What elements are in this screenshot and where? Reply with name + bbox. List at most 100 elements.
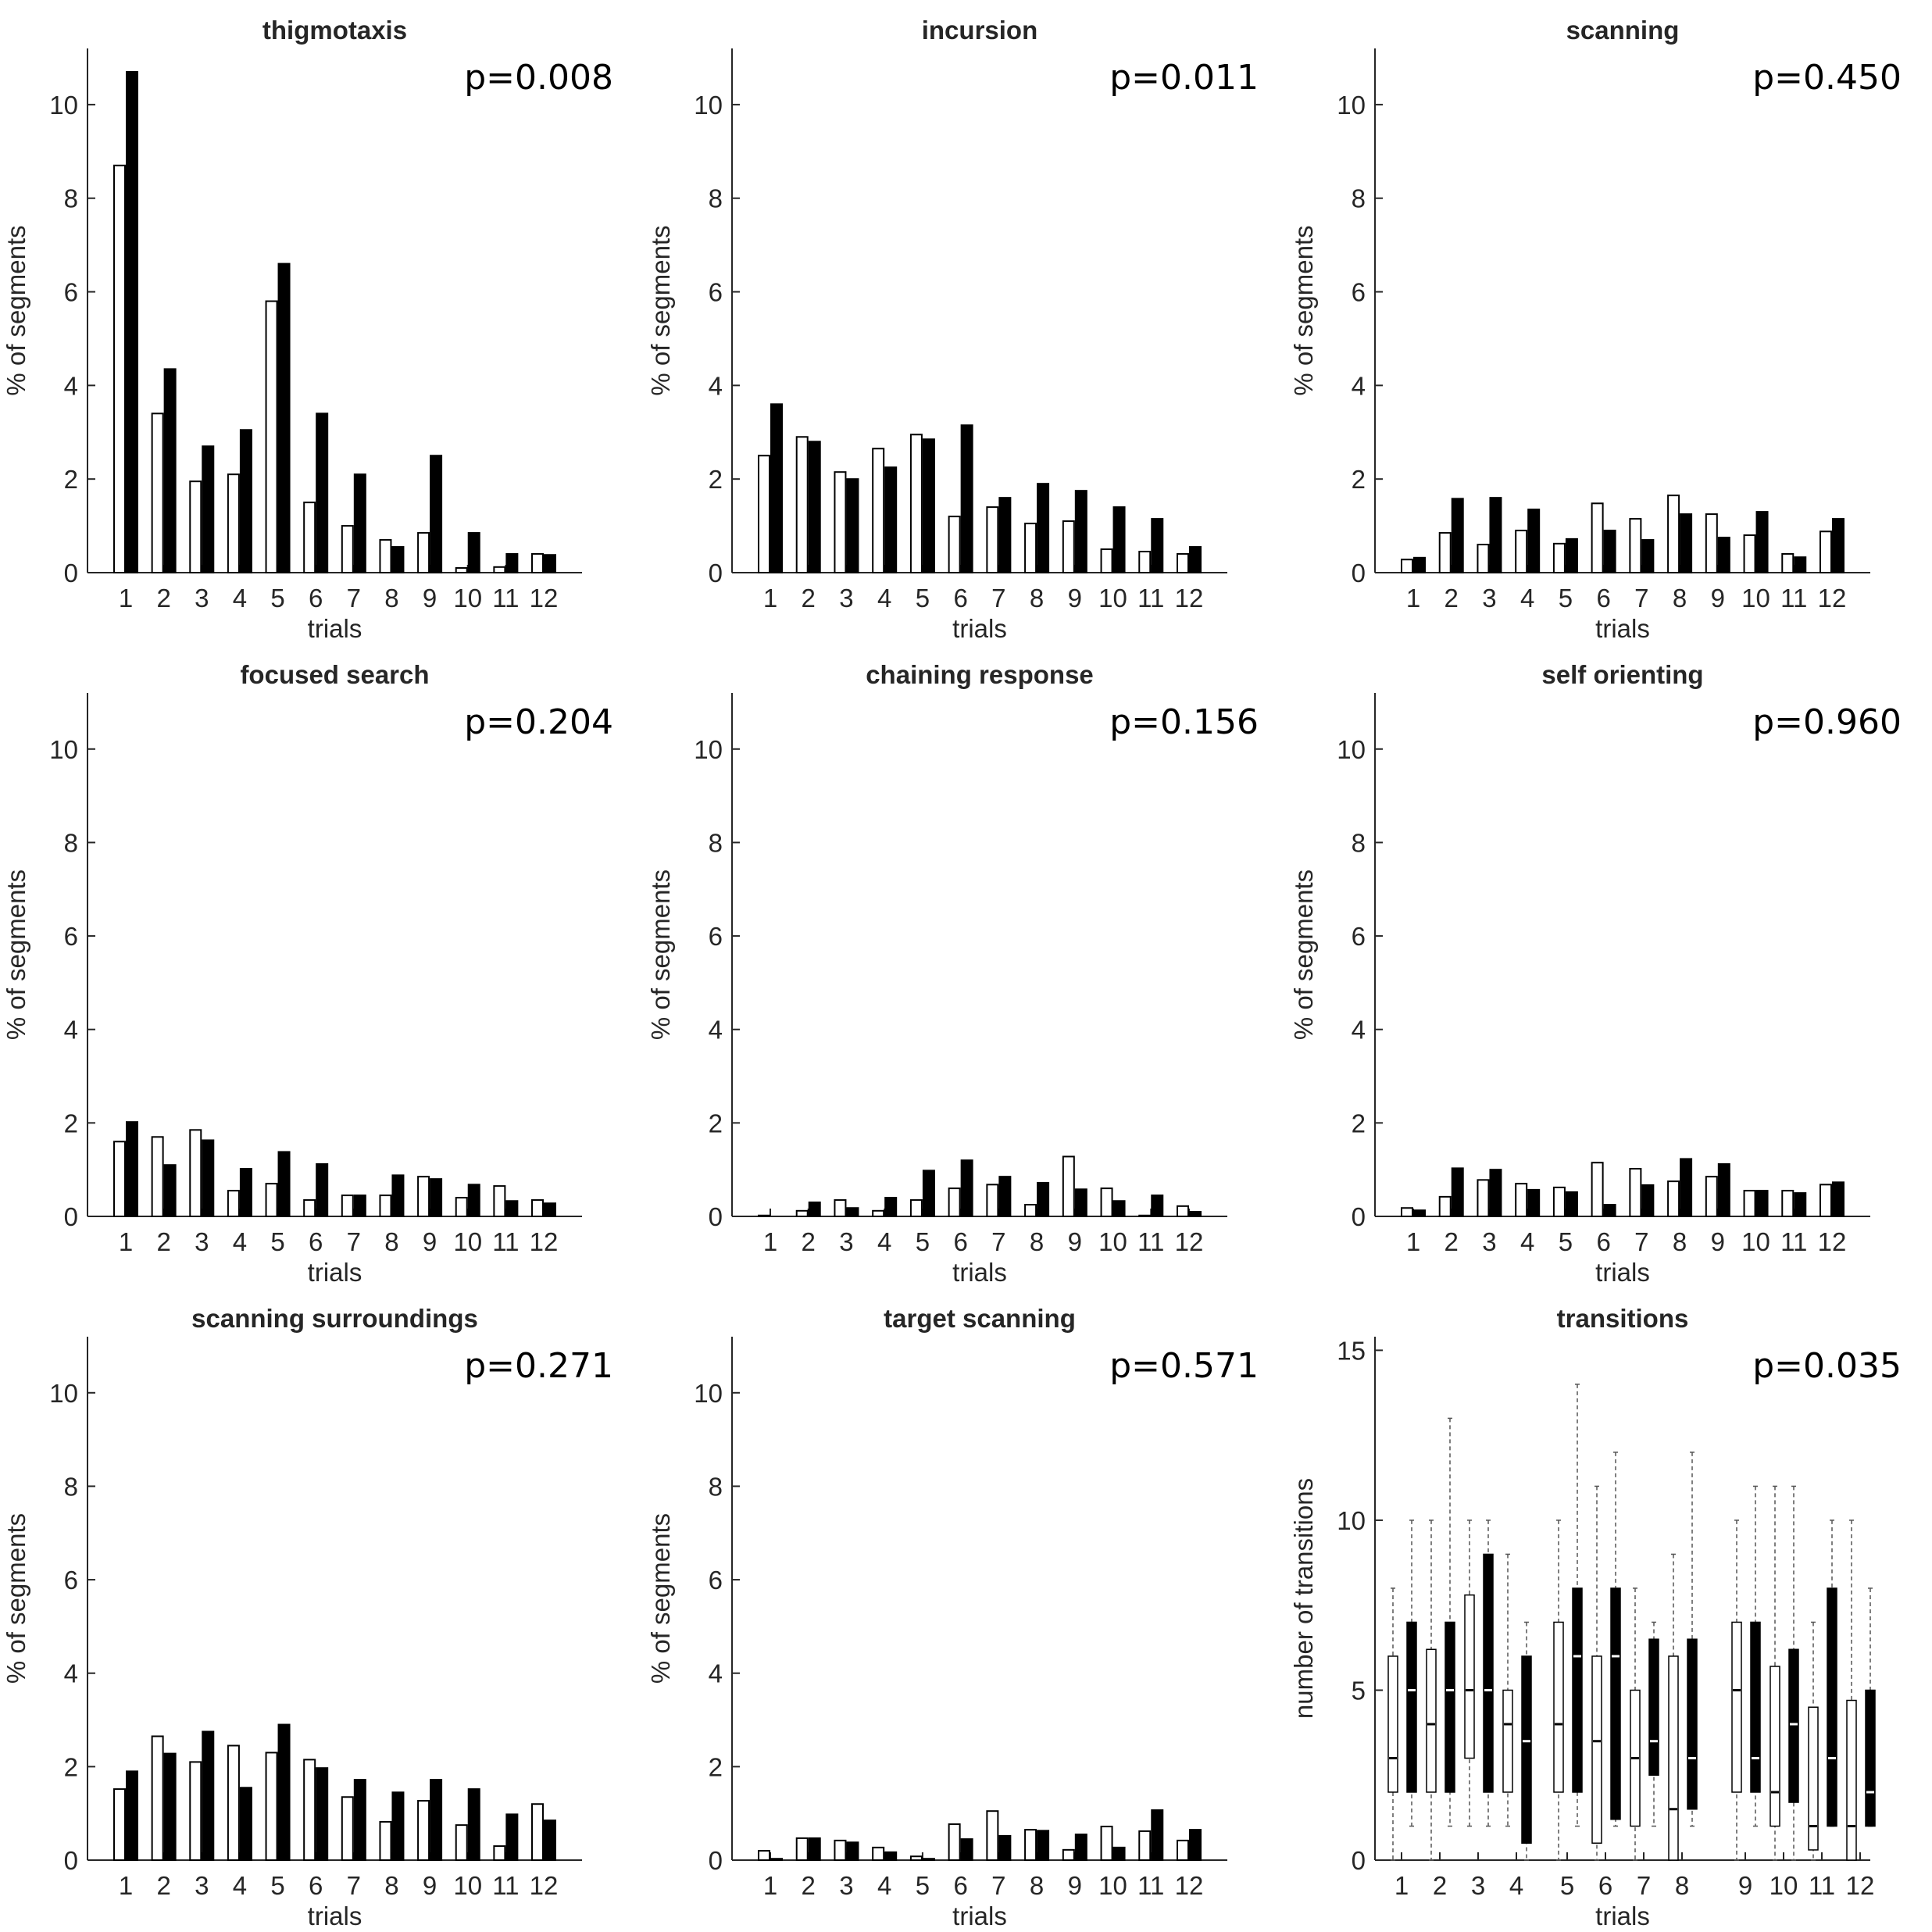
- y-tick-label: 6: [1352, 278, 1366, 307]
- bar-black-trial-3: [846, 1207, 859, 1218]
- y-tick-label: 10: [694, 91, 723, 120]
- y-tick-label: 0: [1352, 1846, 1366, 1875]
- x-tick-label: 10: [453, 1227, 482, 1256]
- x-tick-label: 9: [1711, 584, 1725, 612]
- bar-white-trial-3: [834, 471, 847, 573]
- bar-black-trial-11: [1794, 556, 1807, 574]
- bar-white-trial-2: [795, 1837, 809, 1862]
- bar-white-trial-6: [948, 516, 961, 573]
- bar-black-trial-2: [1451, 1167, 1464, 1217]
- x-tick-label: 6: [1598, 1871, 1612, 1900]
- bar-black-trial-11: [1794, 1192, 1807, 1217]
- x-tick-label: 9: [1711, 1227, 1725, 1256]
- bar-white-trial-8: [1024, 1829, 1037, 1861]
- y-tick-label: 4: [709, 371, 723, 400]
- bar-black-trial-11: [1151, 518, 1164, 573]
- bar-white-trial-10: [455, 1824, 468, 1862]
- x-axis-label: trials: [308, 1258, 362, 1287]
- bar-black-trial-3: [846, 478, 859, 574]
- x-tick-label: 1: [763, 1227, 777, 1256]
- x-tick-label: 10: [1741, 584, 1770, 612]
- bar-white-trial-1: [113, 1788, 126, 1862]
- x-tick-label: 12: [530, 1227, 559, 1256]
- box-body: [1572, 1587, 1583, 1793]
- panel-title: self orienting: [1541, 660, 1703, 689]
- bar-black-trial-8: [1037, 1181, 1050, 1218]
- x-tick-label: 7: [347, 1227, 361, 1256]
- bar-white-trial-12: [531, 1803, 544, 1862]
- bar-white-trial-11: [1781, 553, 1795, 573]
- y-tick-label: 6: [709, 278, 723, 307]
- bar-white-trial-7: [341, 525, 354, 574]
- bar-black-trial-11: [1151, 1195, 1164, 1217]
- x-tick-label: 4: [877, 1871, 891, 1900]
- y-tick-label: 5: [1352, 1676, 1366, 1705]
- bar-black-trial-10: [467, 1788, 480, 1862]
- x-tick-label: 7: [347, 1871, 361, 1900]
- bar-black-trial-4: [1527, 1188, 1541, 1217]
- x-tick-label: 1: [1395, 1871, 1409, 1900]
- x-tick-label: 11: [1780, 1227, 1807, 1256]
- x-tick-label: 12: [1175, 1227, 1204, 1256]
- box-black-trial-10: [1788, 1485, 1799, 1861]
- y-tick-label: 2: [64, 465, 78, 494]
- bar-black-trial-6: [316, 1767, 329, 1862]
- y-axis-label: number of transitions: [1289, 1478, 1318, 1719]
- bar-white-trial-9: [417, 532, 430, 573]
- bar-black-trial-8: [391, 1174, 405, 1218]
- bar-white-trial-10: [455, 1197, 468, 1217]
- y-axis-label: % of segments: [646, 225, 675, 395]
- bar-white-trial-1: [113, 1141, 126, 1218]
- bar-white-trial-8: [1667, 1180, 1680, 1217]
- box-body: [1808, 1706, 1819, 1851]
- bar-white-trial-1: [113, 164, 126, 573]
- y-tick-label: 2: [1352, 1109, 1366, 1137]
- y-axis-label: % of segments: [2, 870, 30, 1040]
- x-tick-label: 2: [802, 1227, 816, 1256]
- panel-thigmotaxis: thigmotaxis p=0.008 0 2 4 6 8 10 % of segments tr…: [2, 16, 613, 643]
- x-tick-label: 5: [916, 1871, 930, 1900]
- bar-black-trial-1: [770, 403, 783, 573]
- bar-white-trial-6: [948, 1187, 961, 1218]
- x-tick-label: 1: [1406, 1227, 1420, 1256]
- box-black-trial-6: [1610, 1452, 1621, 1827]
- bar-black-trial-9: [1074, 1188, 1087, 1218]
- y-tick-label: 4: [1352, 371, 1366, 400]
- bar-white-trial-4: [1515, 530, 1528, 574]
- y-tick-label: 8: [709, 184, 723, 213]
- bar-white-trial-2: [1438, 532, 1452, 573]
- bar-white-trial-11: [493, 1185, 506, 1218]
- x-tick-label: 12: [1818, 1227, 1847, 1256]
- bar-white-trial-5: [265, 1752, 278, 1861]
- bar-white-trial-7: [341, 1796, 354, 1861]
- bar-black-trial-9: [1074, 1834, 1087, 1861]
- panel-target-scanning: target scanning p=0.571 0 2 4 6 8 10 % of segmen…: [646, 1304, 1259, 1930]
- x-tick-label: 5: [916, 584, 930, 612]
- bar-white-trial-11: [493, 566, 506, 574]
- y-tick-label: 10: [1337, 1506, 1366, 1535]
- x-tick-label: 11: [1137, 1871, 1164, 1900]
- bar-white-trial-6: [1591, 502, 1604, 574]
- bar-white-trial-5: [265, 300, 278, 573]
- bar-black-trial-7: [353, 1779, 366, 1862]
- box-black-trial-1: [1406, 1520, 1417, 1827]
- x-tick-label: 11: [1137, 1227, 1164, 1256]
- bar-white-trial-9: [417, 1800, 430, 1862]
- bar-black-trial-4: [884, 1197, 898, 1217]
- x-tick-label: 5: [270, 1227, 284, 1256]
- box-white-trial-9: [1731, 1520, 1742, 1861]
- y-tick-label: 0: [1352, 559, 1366, 587]
- bar-black-trial-11: [505, 1200, 519, 1217]
- x-tick-label: 2: [1445, 1227, 1459, 1256]
- box-body: [1591, 1655, 1602, 1844]
- bar-black-trial-11: [505, 553, 519, 573]
- bar-white-trial-12: [531, 553, 544, 573]
- x-tick-label: 2: [1445, 584, 1459, 612]
- x-tick-label: 4: [233, 1871, 247, 1900]
- box-white-trial-6: [1591, 1485, 1602, 1861]
- bar-black-trial-3: [846, 1841, 859, 1861]
- x-tick-label: 6: [953, 584, 967, 612]
- bar-black-trial-3: [1489, 497, 1502, 574]
- box-body: [1648, 1638, 1659, 1776]
- bar-black-trial-5: [1565, 537, 1578, 573]
